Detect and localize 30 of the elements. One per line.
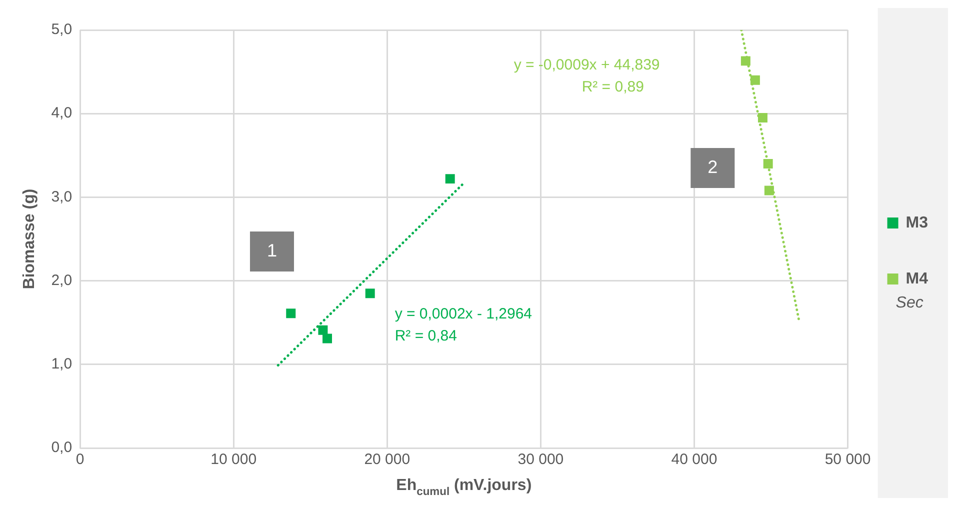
legend-label: M4	[906, 270, 928, 288]
y-axis-title: Biomasse (g)	[21, 188, 38, 290]
text: Sec	[896, 294, 924, 312]
point	[758, 113, 768, 123]
y-tick-label: 3,0	[51, 188, 72, 206]
y-tick-label: 5,0	[51, 21, 72, 38]
point	[445, 174, 455, 184]
annotation: 1	[266, 240, 277, 261]
x-tick-label: 40 000	[671, 451, 718, 468]
point	[365, 288, 375, 298]
point	[763, 159, 773, 169]
y-tick-label: 2,0	[51, 272, 72, 289]
point	[322, 334, 332, 344]
point	[318, 325, 328, 335]
y-tick-label: 0,0	[51, 439, 72, 456]
annotation: y = 0,0002x - 1,2964 R² = 0,84	[394, 305, 532, 344]
x-tick-label: 50 000	[824, 451, 871, 468]
y-tick-label: 1,0	[51, 356, 72, 373]
point	[750, 75, 760, 85]
x-tick-label: 30 000	[518, 451, 564, 468]
point	[286, 308, 296, 318]
legend-label: M3	[906, 214, 928, 232]
annotation: y = -0,0009x + 44,839 R² = 0,89	[514, 56, 660, 96]
x-tick-label: 0	[76, 451, 84, 468]
point	[740, 56, 750, 66]
annotation: 2	[708, 156, 718, 177]
x-tick-label: 10 000	[210, 451, 257, 468]
y-tick-label: 4,0	[51, 104, 72, 122]
point	[764, 186, 774, 196]
x-tick-label: 20 000	[364, 451, 410, 468]
